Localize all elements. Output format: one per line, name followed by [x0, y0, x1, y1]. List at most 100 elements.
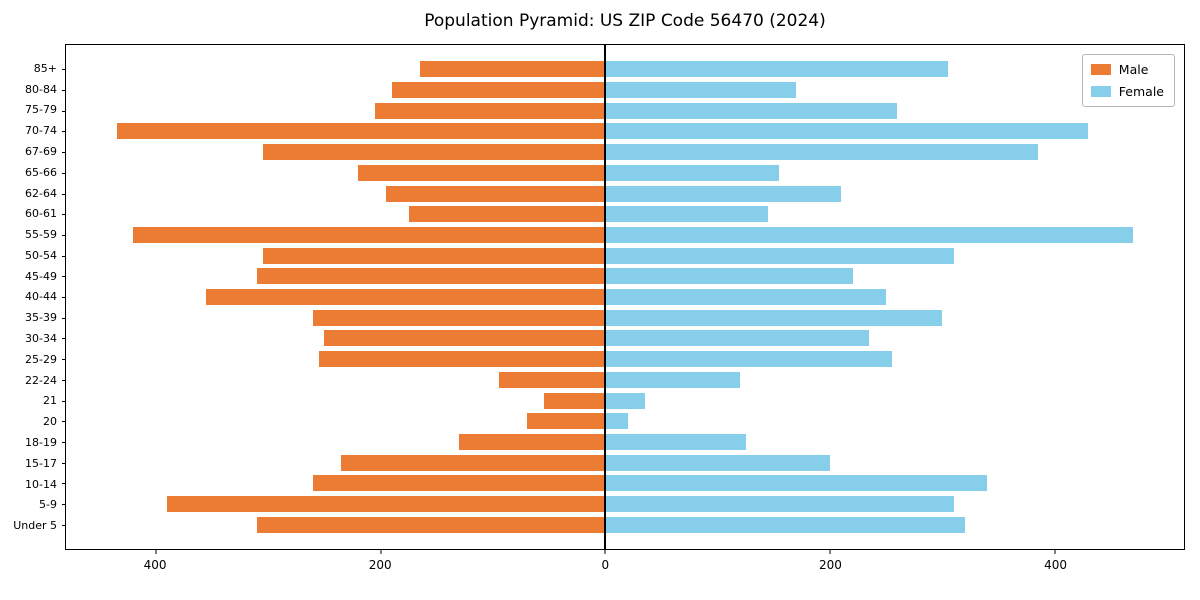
bar-male [318, 351, 606, 368]
plot-area: Male Female [62, 44, 1185, 554]
y-tick-mark [62, 400, 66, 402]
bar-female [605, 392, 645, 409]
bar-male [257, 268, 606, 285]
bar-row [66, 432, 1184, 453]
y-tick-mark [62, 276, 66, 278]
bar-row [66, 390, 1184, 411]
y-tick-mark [62, 131, 66, 133]
y-tick-label: 50-54 [25, 248, 57, 262]
bar-row [66, 59, 1184, 80]
bar-male [262, 247, 606, 264]
y-tick-mark-row [62, 349, 66, 370]
bar-row [66, 307, 1184, 328]
x-tick-label: 0 [601, 558, 610, 572]
y-tick-mark-row [62, 245, 66, 266]
bar-male [116, 123, 606, 140]
bar-row [66, 163, 1184, 184]
bar-female [605, 123, 1089, 140]
y-tick-label: 30-34 [25, 332, 57, 346]
bar-row [66, 452, 1184, 473]
bar-female [605, 164, 780, 181]
y-tick-mark [62, 379, 66, 381]
bar-male [262, 144, 606, 161]
bar-female [605, 102, 898, 119]
bar-male [324, 330, 606, 347]
bar-female [605, 413, 628, 430]
y-tick-mark [62, 255, 66, 257]
y-tick-label: 75-79 [25, 103, 57, 117]
legend-swatch-female-icon [1090, 86, 1111, 97]
bar-female [605, 516, 965, 533]
bar-female [605, 61, 949, 78]
y-tick-mark-row [62, 183, 66, 204]
y-tick-mark [62, 234, 66, 236]
x-tick-marks [66, 549, 1184, 554]
bar-male [133, 226, 606, 243]
plot-rows [66, 45, 1184, 549]
y-tick-mark-row [62, 514, 66, 535]
legend-label-male: Male [1118, 62, 1149, 77]
bar-male [543, 392, 606, 409]
bar-female [605, 82, 797, 99]
y-tick-mark [62, 524, 66, 526]
y-tick-mark-row [62, 432, 66, 453]
y-tick-mark-row [62, 473, 66, 494]
y-tick-mark [62, 462, 66, 464]
bar-male [313, 475, 606, 492]
y-tick-mark-row [62, 80, 66, 101]
y-tick-mark [62, 214, 66, 216]
bar-male [257, 516, 606, 533]
bar-row [66, 183, 1184, 204]
bar-row [66, 370, 1184, 391]
bar-female [605, 206, 769, 223]
bar-row [66, 514, 1184, 535]
bar-male [419, 61, 606, 78]
y-tick-mark [62, 110, 66, 112]
bar-row [66, 473, 1184, 494]
y-tick-label: 67-69 [25, 145, 57, 159]
bar-female [605, 226, 1134, 243]
y-tick-mark-row [62, 307, 66, 328]
y-tick-mark-row [62, 411, 66, 432]
y-tick-mark [62, 90, 66, 92]
bar-male [391, 82, 606, 99]
y-tick-marks [62, 45, 66, 549]
y-tick-label: 80-84 [25, 82, 57, 96]
y-tick-mark [62, 193, 66, 195]
y-tick-label: 21 [43, 394, 57, 408]
bar-female [605, 289, 887, 306]
bar-male [206, 289, 606, 306]
bar-female [605, 371, 741, 388]
y-tick-mark [62, 69, 66, 71]
y-tick-mark-row [62, 59, 66, 80]
x-tick-mark [155, 549, 157, 554]
x-tick-label: 400 [143, 558, 167, 572]
y-tick-label: 22-24 [25, 373, 57, 387]
bar-row [66, 287, 1184, 308]
legend-label-female: Female [1118, 84, 1164, 99]
legend-item-female: Female [1090, 84, 1164, 99]
y-tick-label: 45-49 [25, 269, 57, 283]
x-tick-mark [829, 549, 831, 554]
bar-row [66, 494, 1184, 515]
y-tick-mark-row [62, 163, 66, 184]
y-tick-label: 10-14 [25, 477, 57, 491]
bar-male [358, 164, 606, 181]
y-tick-mark-row [62, 370, 66, 391]
x-tick-mark [1054, 549, 1056, 554]
y-tick-mark-row [62, 142, 66, 163]
y-tick-mark [62, 483, 66, 485]
y-tick-mark [62, 442, 66, 443]
bar-row [66, 204, 1184, 225]
bar-row [66, 80, 1184, 101]
x-tick-mark [380, 549, 382, 554]
y-tick-label: 5-9 [39, 498, 57, 512]
y-tick-label: 55-59 [25, 228, 57, 242]
y-tick-mark [62, 317, 66, 319]
y-tick-label: 60-61 [25, 207, 57, 221]
y-tick-label: 70-74 [25, 124, 57, 138]
y-tick-label: 85+ [33, 61, 57, 75]
bar-row [66, 328, 1184, 349]
y-tick-mark-row [62, 452, 66, 473]
bar-male [498, 371, 606, 388]
